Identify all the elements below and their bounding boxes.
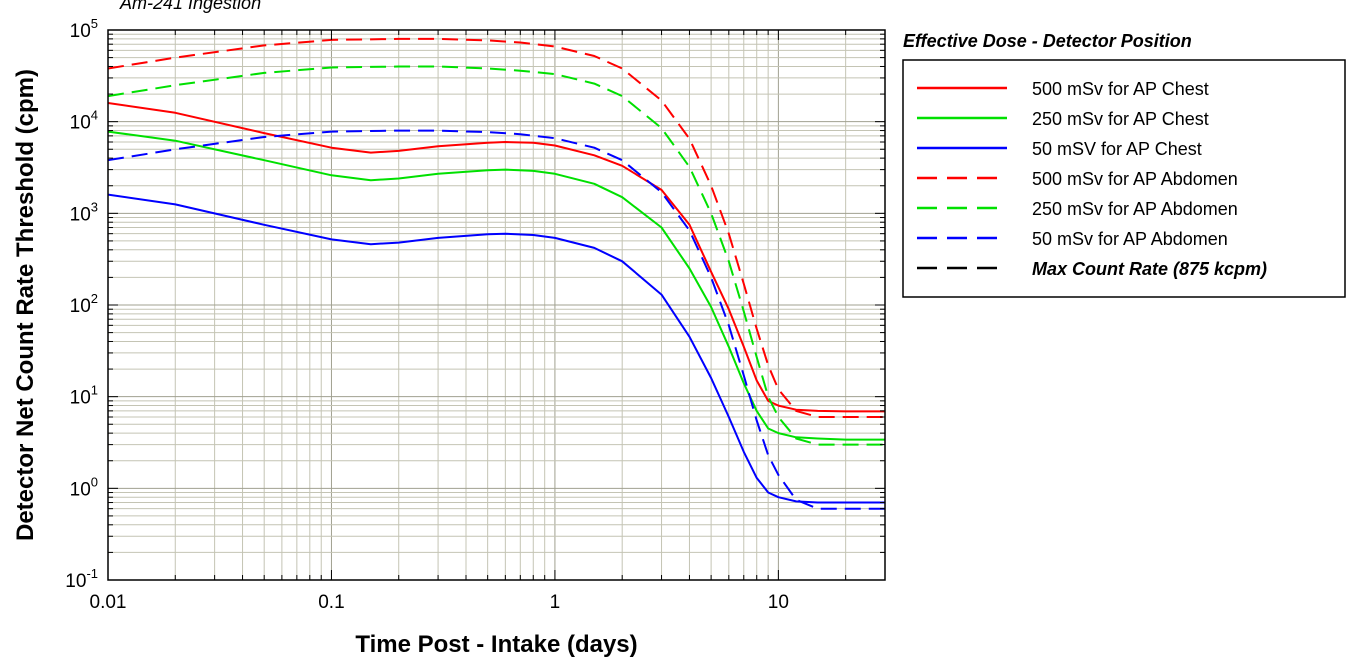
y-axis-label: Detector Net Count Rate Threshold (cpm) [12, 69, 39, 541]
x-tick-label: 0.1 [318, 592, 344, 613]
y-tick-label: 100 [70, 474, 98, 500]
legend-label-3: 50 mSV for AP Chest [1032, 139, 1202, 159]
x-tick-label: 10 [768, 592, 789, 613]
legend-box [902, 59, 1346, 298]
y-tick-label: 102 [70, 291, 98, 317]
y-tick-label: 104 [70, 108, 98, 134]
y-tick-label: 105 [70, 16, 98, 42]
y-tick-label: 10-1 [65, 566, 98, 592]
series-line-1 [108, 102, 885, 413]
series-line-4 [108, 37, 885, 418]
legend-label-5: 250 mSv for AP Abdomen [1032, 199, 1238, 219]
chart-series-group [108, 37, 885, 510]
x-tick-label: 0.01 [90, 592, 127, 613]
series-line-2 [108, 130, 885, 441]
legend-label-7: Max Count Rate (875 kcpm) [1032, 259, 1267, 279]
series-line-6 [108, 129, 885, 510]
axis-ticks: 0.01 0.1 1 10 10-1 100 101 102 103 104 105 [65, 16, 886, 613]
series-line-3 [108, 193, 885, 504]
y-tick-label: 103 [70, 199, 98, 225]
x-axis-label: Time Post - Intake (days) [355, 631, 637, 658]
legend-label-1: 500 mSv for AP Chest [1032, 79, 1209, 99]
chart-subtitle: Am-241 Ingestion [119, 0, 261, 13]
chart-grid [107, 29, 886, 581]
legend-label-2: 250 mSv for AP Chest [1032, 109, 1209, 129]
legend-title: Effective Dose - Detector Position [903, 31, 1192, 51]
x-tick-label: 1 [550, 592, 561, 613]
legend: 500 mSv for AP Chest 250 mSv for AP Chest… [902, 59, 1346, 298]
series-line-5 [108, 65, 885, 446]
legend-label-4: 500 mSv for AP Abdomen [1032, 169, 1238, 189]
y-tick-label: 101 [70, 383, 98, 409]
legend-label-6: 50 mSv for AP Abdomen [1032, 229, 1228, 249]
